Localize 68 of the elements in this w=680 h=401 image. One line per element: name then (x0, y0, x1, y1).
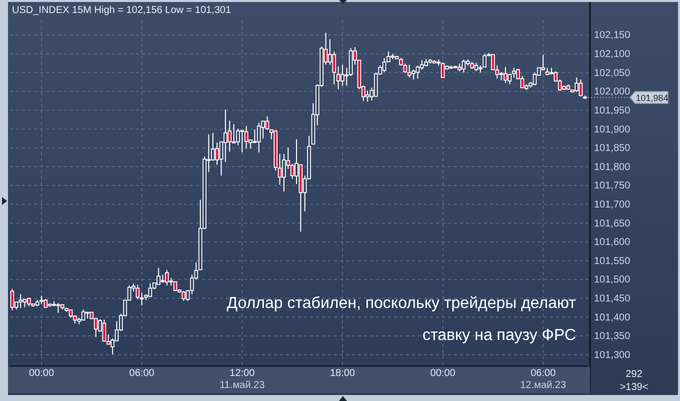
candlestick (574, 77, 578, 92)
y-tick-label: 101,300 (594, 350, 631, 361)
candlestick (265, 116, 270, 130)
y-tick-label: 101,700 (594, 199, 631, 210)
candlestick (148, 282, 152, 297)
candlestick (382, 57, 386, 73)
x2-tick-label: 11.май.23 (220, 380, 266, 392)
candlestick (348, 48, 353, 77)
candlestick (412, 69, 416, 80)
candlestick (416, 65, 420, 80)
candlestick (407, 64, 412, 78)
y-tick-label: 101,650 (594, 218, 631, 230)
candlestick (290, 164, 294, 180)
y-tick-label: 101,350 (594, 331, 631, 342)
y-tick-label: 101,450 (594, 294, 631, 305)
y-tick-label: 101,400 (594, 312, 631, 324)
candlestick (420, 60, 424, 70)
x-tick-label: 00:00 (430, 368, 456, 380)
candlestick (182, 290, 186, 302)
candlestick (102, 319, 106, 342)
candlestick (136, 284, 140, 300)
y-tick-label: 101,800 (594, 162, 631, 173)
chart-title: USD_INDEX 15M High = 102,156 Low = 101,301 (12, 5, 232, 16)
candlestick (504, 66, 508, 84)
y-tick-label: 102,100 (594, 49, 631, 60)
y-tick-label: 101,950 (594, 105, 631, 116)
candlestick (224, 109, 228, 162)
y-tick-label: 101,550 (594, 256, 631, 267)
candlestick (18, 294, 23, 309)
x-tick-label: 00:00 (28, 368, 54, 380)
y-tick-label: 101,500 (594, 274, 631, 286)
candlestick (244, 126, 248, 150)
candlestick (232, 124, 236, 144)
candlestick (164, 270, 169, 286)
candlestick (340, 64, 344, 86)
annotation: 101,984 (636, 92, 668, 103)
candlestick (512, 67, 516, 78)
candlestick (56, 302, 60, 314)
candlestick (140, 292, 144, 306)
y-tick-label: 101,750 (594, 180, 631, 192)
candlestick (10, 288, 14, 311)
annotation: Доллар стабилен, поскольку трейдеры делают (226, 295, 577, 312)
y-tick-label: 101,850 (594, 143, 631, 154)
candlestick (336, 66, 340, 90)
y-tick-label: 101,600 (594, 237, 631, 248)
x-tick-label: 06:00 (129, 368, 155, 380)
candlestick (156, 267, 160, 285)
text: >139< (620, 382, 648, 393)
x2-tick-label: 12.май.23 (520, 380, 566, 392)
candlestick (508, 74, 512, 85)
x-tick-label: 06:00 (530, 368, 556, 380)
y-tick-label: 102,050 (594, 68, 631, 79)
candlestick (256, 122, 261, 153)
text: 292 (626, 369, 643, 380)
candlestick (240, 130, 244, 153)
y-tick-label: 101,900 (594, 124, 631, 136)
candlestick (440, 62, 445, 78)
candlestick (578, 78, 583, 97)
candlestick (210, 132, 215, 162)
y-tick-label: 102,000 (594, 86, 631, 98)
annotation: ставку на паузу ФРС (422, 327, 576, 344)
y-tick-label: 102,150 (594, 30, 631, 42)
candlestick (366, 90, 370, 102)
x-tick-label: 12:00 (230, 368, 256, 380)
candlestick (81, 309, 86, 321)
candlestick (252, 128, 257, 144)
x-tick-label: 18:00 (330, 368, 356, 380)
candlestick (462, 58, 466, 74)
